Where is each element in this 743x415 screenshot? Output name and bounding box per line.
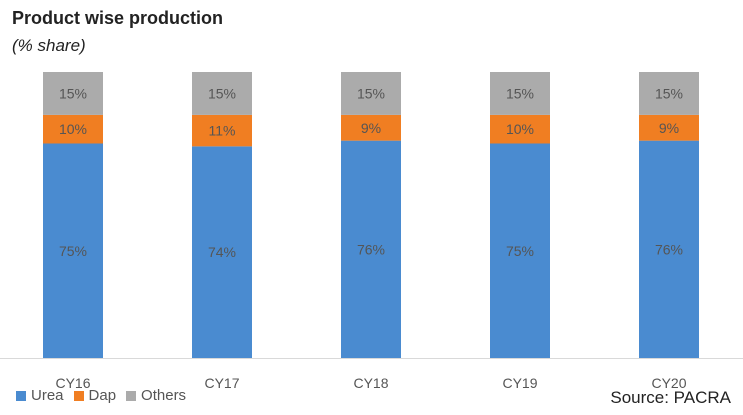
x-tick-label-cy16: CY16: [55, 375, 90, 391]
data-label-dap-cy17: 11%: [209, 123, 236, 139]
data-label-urea-cy20: 76%: [655, 241, 683, 257]
data-label-others-cy20: 15%: [655, 85, 683, 101]
bar-dap-cy20: [639, 114, 699, 141]
legend-label-others: Others: [141, 387, 187, 404]
bar-dap-cy17: [192, 114, 252, 147]
data-label-others-cy19: 15%: [506, 85, 534, 101]
legend-swatch-others: [126, 390, 137, 401]
bar-urea-cy17: [192, 146, 252, 358]
bar-others-cy19: [490, 72, 550, 115]
data-label-dap-cy19: 10%: [506, 121, 534, 137]
bar-others-cy16: [43, 72, 103, 115]
data-label-others-cy18: 15%: [357, 85, 385, 101]
bar-dap-cy19: [490, 114, 550, 144]
legend-label-dap: Dap: [88, 387, 117, 404]
chart-subtitle: (% share): [12, 36, 86, 55]
x-tick-label-cy19: CY19: [502, 375, 537, 391]
bar-others-cy18: [341, 72, 401, 115]
bar-others-cy20: [639, 72, 699, 115]
chart-title: Product wise production: [12, 8, 224, 28]
bar-urea-cy19: [490, 143, 550, 358]
bar-urea-cy20: [639, 140, 699, 358]
bar-dap-cy16: [43, 114, 103, 144]
source-note: Source: PACRA: [610, 388, 731, 407]
data-label-dap-cy20: 9%: [659, 120, 679, 136]
legend-item-others: Others: [126, 387, 186, 404]
legend-swatch-urea: [16, 390, 26, 401]
x-tick-label-cy18: CY18: [353, 375, 388, 391]
data-label-others-cy16: 15%: [59, 85, 87, 101]
data-label-dap-cy16: 10%: [59, 121, 87, 137]
data-label-urea-cy17: 74%: [208, 244, 236, 260]
data-label-dap-cy18: 9%: [361, 120, 381, 136]
data-label-urea-cy18: 76%: [357, 241, 385, 257]
bar-urea-cy18: [341, 140, 401, 358]
data-label-others-cy17: 15%: [208, 85, 236, 101]
legend-item-dap: Dap: [73, 387, 117, 404]
bar-others-cy17: [192, 72, 252, 115]
legend-item-urea: Urea: [16, 387, 64, 404]
x-tick-label-cy17: CY17: [204, 375, 239, 391]
legend-label-urea: Urea: [31, 387, 64, 404]
legend-swatch-dap: [73, 390, 84, 401]
bar-dap-cy18: [341, 114, 401, 141]
data-label-urea-cy16: 75%: [59, 243, 87, 259]
x-tick-label-cy20: CY20: [651, 375, 686, 391]
data-label-urea-cy19: 75%: [506, 243, 534, 259]
bar-urea-cy16: [43, 143, 103, 358]
chart-legend: Urea Dap Others: [16, 387, 196, 404]
